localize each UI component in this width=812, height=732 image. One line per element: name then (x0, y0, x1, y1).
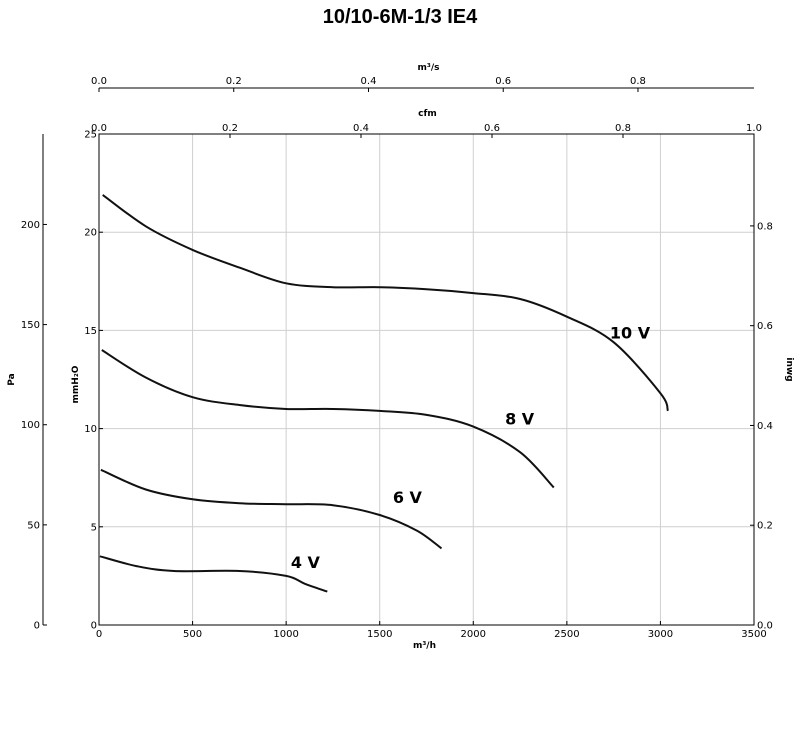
x-tick-label: 2500 (554, 629, 579, 640)
ms-tick-label: 0.8 (630, 76, 646, 87)
x-tick-label: 500 (183, 629, 202, 640)
inwg-tick-label: 0.8 (757, 221, 773, 232)
x-tick-label: 2000 (461, 629, 486, 640)
curve-label-10v: 10 V (610, 323, 651, 342)
ms-tick-label: 0.2 (226, 76, 242, 87)
x-tick-label: 0 (96, 629, 102, 640)
curve-label-6v: 6 V (393, 488, 423, 507)
y-tick-label: 5 (91, 522, 97, 533)
curve-6v (100, 468, 443, 550)
y-tick-label: 15 (84, 326, 97, 337)
cfm-tick-label: 1.0 (746, 123, 762, 134)
plot-frame (98, 133, 755, 626)
pa-axis-label: Pa (7, 373, 17, 385)
x-tick-label: 1000 (273, 629, 298, 640)
cfm-tick-label: 0.2 (222, 123, 238, 134)
curve-4v (99, 555, 328, 593)
inwg-tick-label: 0.2 (757, 521, 773, 532)
curve-label-8v: 8 V (505, 410, 535, 429)
y-axis-label: mmH₂O (71, 365, 81, 403)
inwg-axis-label: inwg (784, 357, 794, 381)
cfm-tick-label: 0.0 (91, 123, 107, 134)
curve-10v (102, 194, 669, 412)
chart-title: 10/10-6M-1/3 IE4 (322, 6, 478, 28)
inwg-tick-label: 0.4 (757, 421, 773, 432)
ms-tick-label: 0.0 (91, 76, 107, 87)
pa-tick-label: 200 (21, 220, 40, 231)
pa-tick-label: 0 (34, 621, 40, 632)
curve-8v (101, 349, 555, 489)
inwg-tick-label: 0.0 (757, 621, 773, 632)
ms-tick-label: 0.4 (361, 76, 377, 87)
cfm-tick-label: 0.4 (353, 123, 369, 134)
curve-label-4v: 4 V (291, 553, 321, 572)
cfm-tick-label: 0.8 (615, 123, 631, 134)
inwg-tick-label: 0.6 (757, 321, 773, 332)
y-tick-label: 25 (84, 130, 97, 141)
cfm-tick-label: 0.6 (484, 123, 500, 134)
y-tick-label: 20 (84, 228, 97, 239)
pa-tick-label: 100 (21, 420, 40, 431)
x-axis-label: m³/h (413, 641, 436, 651)
ms-tick-label: 0.6 (495, 76, 511, 87)
y-tick-label: 0 (91, 621, 97, 632)
x-tick-label: 3500 (741, 629, 766, 640)
cfm-axis-label: cfm (418, 109, 437, 119)
x-tick-label: 3000 (648, 629, 673, 640)
pa-tick-label: 50 (27, 520, 40, 531)
x-tick-label: 1500 (367, 629, 392, 640)
y-tick-label: 10 (84, 424, 97, 435)
ms-axis-label: m³/s (418, 63, 440, 73)
pa-tick-label: 150 (21, 320, 40, 331)
